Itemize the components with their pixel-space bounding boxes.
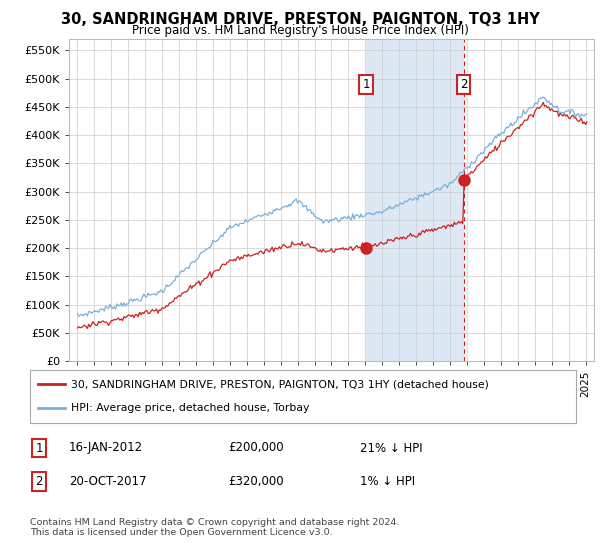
Text: 16-JAN-2012: 16-JAN-2012	[69, 441, 143, 455]
Text: £200,000: £200,000	[228, 441, 284, 455]
Text: 30, SANDRINGHAM DRIVE, PRESTON, PAIGNTON, TQ3 1HY (detached house): 30, SANDRINGHAM DRIVE, PRESTON, PAIGNTON…	[71, 380, 489, 390]
Text: 2: 2	[460, 78, 467, 91]
Text: Contains HM Land Registry data © Crown copyright and database right 2024.
This d: Contains HM Land Registry data © Crown c…	[30, 518, 400, 538]
Bar	[366, 39, 464, 361]
Text: 21% ↓ HPI: 21% ↓ HPI	[360, 441, 422, 455]
Text: 20-OCT-2017: 20-OCT-2017	[69, 475, 146, 488]
Text: Price paid vs. HM Land Registry's House Price Index (HPI): Price paid vs. HM Land Registry's House …	[131, 24, 469, 37]
Text: £320,000: £320,000	[228, 475, 284, 488]
Text: 30, SANDRINGHAM DRIVE, PRESTON, PAIGNTON, TQ3 1HY: 30, SANDRINGHAM DRIVE, PRESTON, PAIGNTON…	[61, 12, 539, 27]
Text: 1: 1	[362, 78, 370, 91]
Text: 1% ↓ HPI: 1% ↓ HPI	[360, 475, 415, 488]
Text: 1: 1	[35, 441, 43, 455]
Text: HPI: Average price, detached house, Torbay: HPI: Average price, detached house, Torb…	[71, 403, 310, 413]
Text: 2: 2	[35, 475, 43, 488]
